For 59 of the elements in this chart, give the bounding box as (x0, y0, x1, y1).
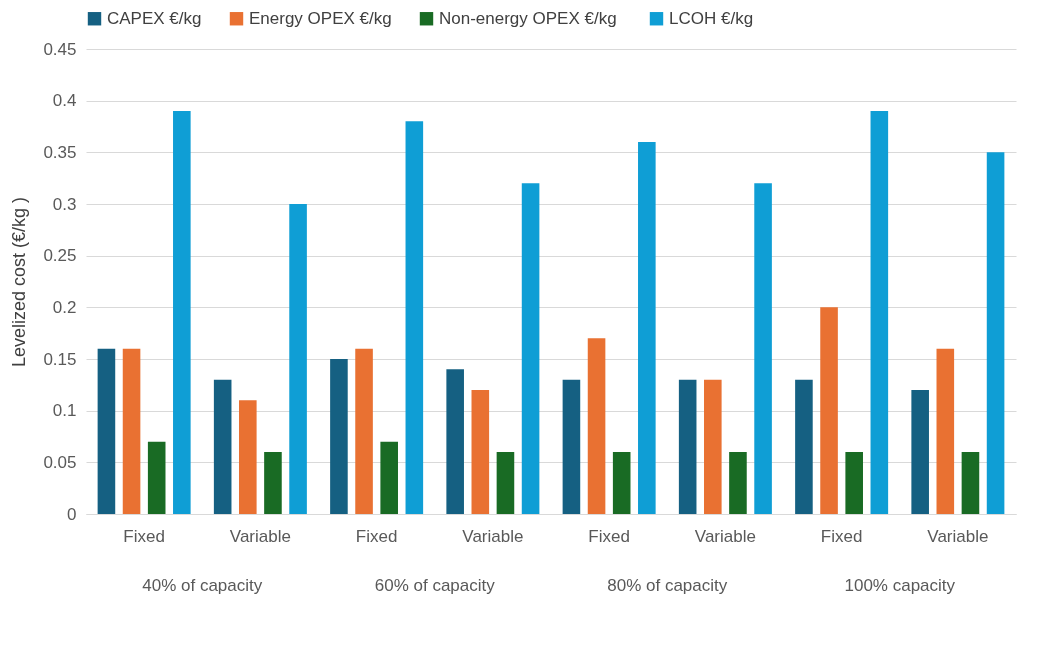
bar (820, 307, 838, 514)
bar (729, 452, 747, 514)
bar (213, 379, 232, 514)
bar (870, 111, 889, 514)
bar (239, 400, 257, 514)
bar (911, 390, 929, 514)
y-tick-label: 0.1 (52, 401, 77, 421)
bar (405, 121, 424, 514)
legend-label: Non-energy OPEX €/kg (439, 8, 617, 28)
text: 40% of capacity (142, 576, 263, 595)
bar (97, 348, 116, 514)
bar (986, 152, 1005, 514)
bar (936, 348, 955, 514)
text: 80% of capacity (607, 576, 728, 595)
bar (612, 452, 631, 514)
bar (521, 183, 540, 514)
bar (289, 204, 307, 514)
bar (446, 369, 464, 514)
y-axis-title: Levelized cost (€/kg ) (9, 196, 30, 368)
y-tick-label: 0.45 (43, 39, 77, 59)
x-tick-label: Fixed (588, 526, 630, 546)
bar (961, 452, 980, 514)
y-tick-label: 0 (67, 504, 77, 524)
bar (330, 359, 348, 514)
legend-label: Energy OPEX €/kg (249, 8, 392, 28)
bar (678, 379, 697, 514)
text: 60% of capacity (374, 576, 496, 595)
x-tick-label: Fixed (355, 526, 398, 546)
text: 100% capacity (844, 576, 956, 595)
y-tick-label: 0.4 (52, 91, 77, 111)
bar (173, 111, 191, 514)
y-tick-label: 0.3 (52, 194, 77, 214)
x-tick-label: Variable (694, 526, 756, 546)
x-tick-label: Variable (927, 526, 989, 546)
bar (147, 441, 166, 514)
bar (355, 348, 373, 514)
bar (795, 379, 813, 514)
y-tick-label: 0.05 (43, 452, 77, 472)
bar (704, 379, 722, 514)
y-tick-label: 0.15 (43, 349, 77, 369)
bar (380, 441, 398, 514)
x-tick-label: Variable (462, 526, 524, 546)
x-tick-label: Fixed (820, 526, 863, 546)
bar (471, 390, 490, 514)
bar (587, 338, 606, 514)
bar (496, 452, 515, 514)
bar (845, 452, 863, 514)
bar (562, 379, 581, 514)
x-tick-label: Variable (229, 526, 291, 546)
bar (754, 183, 772, 514)
bar (638, 142, 656, 514)
bar (122, 348, 141, 514)
y-tick-label: 0.2 (52, 297, 77, 317)
legend-label: CAPEX €/kg (107, 8, 202, 28)
y-tick-label: 0.25 (43, 246, 77, 266)
bar (264, 452, 282, 514)
legend-label: LCOH €/kg (669, 8, 754, 28)
x-tick-label: Fixed (123, 526, 165, 546)
y-tick-label: 0.35 (43, 142, 77, 162)
